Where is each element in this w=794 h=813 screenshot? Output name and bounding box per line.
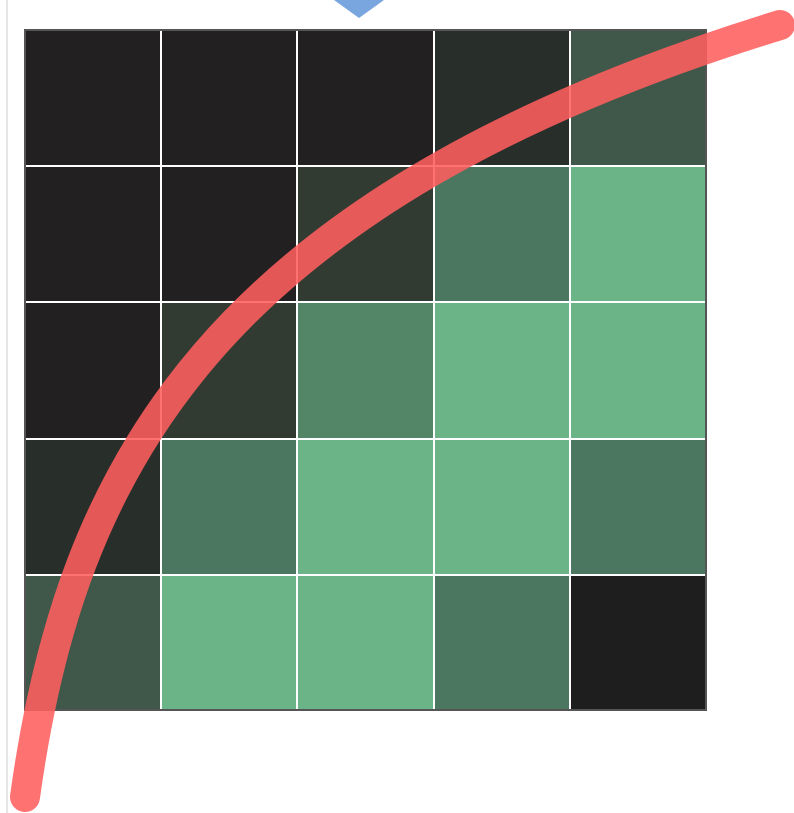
grid-cell-r5-c4 bbox=[434, 575, 570, 710]
grid-cell-r3-c3 bbox=[297, 302, 434, 439]
grid-cell-r5-c3 bbox=[297, 575, 434, 710]
grid-cell-r5-c2 bbox=[161, 575, 297, 710]
grid-cell-r4-c3 bbox=[297, 439, 434, 575]
grid-border bbox=[24, 29, 707, 711]
grid-cell-r4-c5 bbox=[570, 439, 706, 575]
grid-cell-r4-c2 bbox=[161, 439, 297, 575]
grid-cell-r3-c4 bbox=[434, 302, 570, 439]
grid-cell-r4-c4 bbox=[434, 439, 570, 575]
grid-cell-r1-c1 bbox=[25, 30, 161, 166]
grid-cell-r2-c1 bbox=[25, 166, 161, 302]
grid-cell-r3-c5 bbox=[570, 302, 706, 439]
left-divider bbox=[6, 0, 8, 813]
grid-cell-r1-c2 bbox=[161, 30, 297, 166]
grid-cell-r2-c5 bbox=[570, 166, 706, 302]
top-marker-icon bbox=[334, 0, 384, 18]
grid-cell-r5-c5 bbox=[570, 575, 706, 710]
grid-cell-r3-c1 bbox=[25, 302, 161, 439]
grid-cell-r2-c4 bbox=[434, 166, 570, 302]
grid-cell-r1-c3 bbox=[297, 30, 434, 166]
heatmap-cells bbox=[25, 30, 706, 710]
red-curve bbox=[10, 10, 794, 812]
